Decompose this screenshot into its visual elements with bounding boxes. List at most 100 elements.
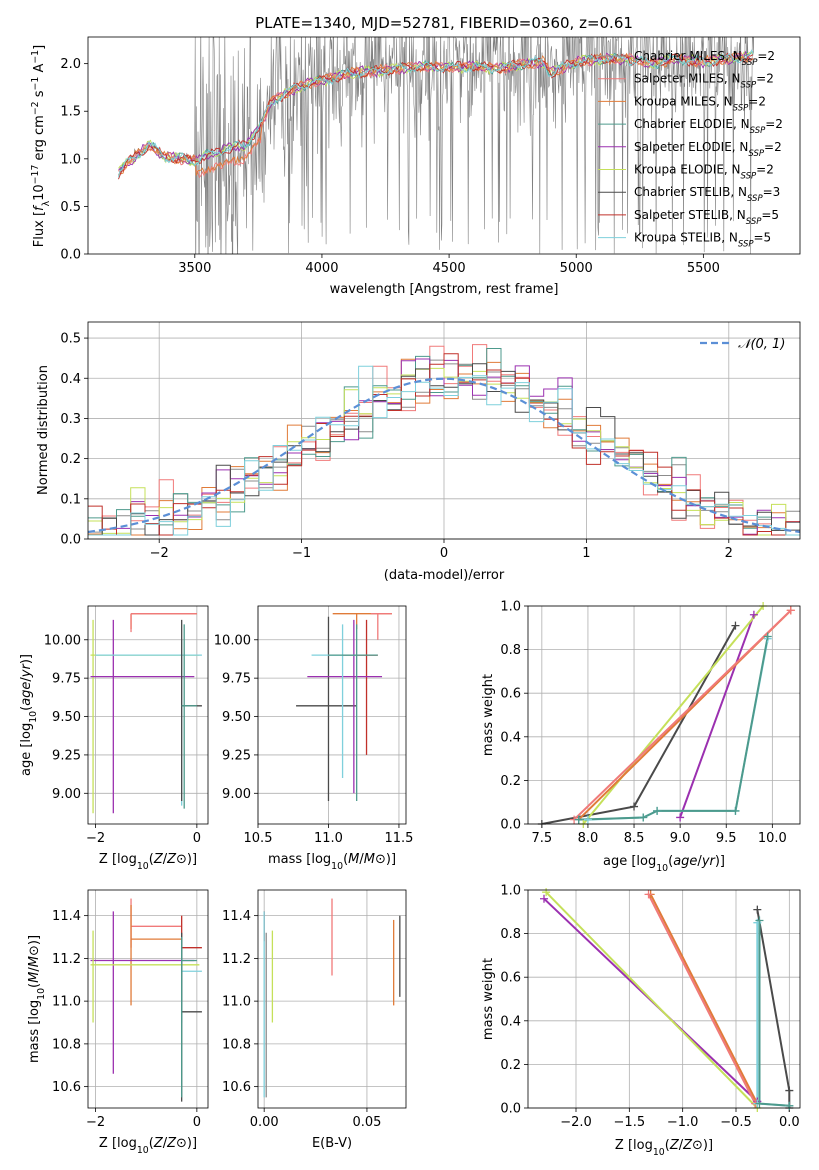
x-axis-label-part: ( <box>665 1138 670 1153</box>
panels: 3500 4000 4500 5000 5500 0.0 0.5 1.0 1.5 2.0 wavel… <box>19 36 801 1158</box>
x-tick-label: 8.0 <box>578 831 599 846</box>
axes-frame <box>257 605 407 825</box>
axes-frame <box>87 889 209 1109</box>
x-axis-label-part: / <box>359 852 364 867</box>
x-axis-label-part: Z <box>153 852 164 867</box>
legend-label: Chabrier MILES, N <box>634 49 742 63</box>
weight-marker-salpeter_elodie <box>540 894 548 903</box>
observed-spectrum-line <box>118 37 754 254</box>
x-axis-label-part: / <box>697 854 702 869</box>
legend-entry-kroupa_stelib: Kroupa STELIB, NSSP=5 <box>634 231 771 250</box>
model-line-salpeter_stelib <box>118 52 754 180</box>
y-tick-label: 0.5 <box>60 332 81 347</box>
y-axis-label: Normed distribution <box>36 365 51 495</box>
weight-line-salpeter_miles <box>647 893 757 1105</box>
y-axis-label-part: / <box>19 677 34 682</box>
y-axis-label-part: age [log <box>19 723 34 776</box>
y-axis-label: mass [log10(M/M⊙)] <box>27 935 47 1063</box>
y-axis-label-part: 10 <box>28 711 39 723</box>
x-axis-label: age [log10(age/yr)] <box>603 854 725 874</box>
x-tick-label: 8.5 <box>624 831 645 846</box>
y-tick-label: 0.0 <box>60 248 81 263</box>
x-axis-label-part: / <box>163 1136 168 1151</box>
y-axis-label-part: ] <box>32 45 47 50</box>
x-tick-label: 4000 <box>305 261 338 276</box>
panel-mass_weight_vs_age: 7.5 8.0 8.5 9.0 9.5 10.0 0.0 0.2 0.4 0.6 0.8 1.0 age… <box>481 600 801 874</box>
y-axis-label-part: mass [log <box>27 1000 42 1063</box>
y-axis-label-part: ( <box>19 706 34 711</box>
y-axis-label-part: 10 <box>32 184 47 201</box>
y-tick-label: 0.0 <box>500 1102 521 1117</box>
y-tick-label: 11.2 <box>222 952 251 967</box>
legend-label: Salpeter STELIB, N <box>634 208 746 222</box>
y-axis-label-part: )] <box>19 654 34 664</box>
panel-mass_vs_ebv: 0.00 0.05 10.6 10.8 11.0 11.2 11.4 E(B-V) <box>222 889 407 1151</box>
y-tick-label: 9.50 <box>222 710 251 725</box>
x-axis-label-part: age [log <box>603 854 656 869</box>
y-tick-label: 0.4 <box>60 372 81 387</box>
x-tick-label: 0 <box>440 546 448 561</box>
axes-frame <box>87 605 209 825</box>
axes-frame <box>87 36 801 255</box>
axes-frame <box>257 889 407 1109</box>
x-tick-label: −2 <box>150 546 169 561</box>
x-axis-label-part: age <box>673 854 697 869</box>
weight-marker-chabrier_stelib <box>753 905 762 914</box>
legend-entry-chabrier_stelib: Chabrier STELIB, NSSP=3 <box>634 185 780 204</box>
x-tick-label: 0 <box>193 831 201 846</box>
weight-marker-salpeter_miles <box>644 890 653 899</box>
y-axis-label-part: ( <box>27 983 42 988</box>
plot-area <box>263 898 401 1098</box>
legend-label: Kroupa STELIB, N <box>634 231 738 245</box>
x-tick-label: 0 <box>193 1115 201 1130</box>
weight-marker-chabrier_elodie <box>653 806 662 815</box>
x-axis-label-part: )] <box>715 854 725 869</box>
weight-marker-chabrier_stelib <box>630 802 639 811</box>
plot-area <box>118 37 754 254</box>
y-axis-label-part: ⊙ <box>27 945 42 956</box>
x-axis-label-part: Z <box>166 1136 177 1151</box>
y-tick-label: 0.2 <box>500 774 521 789</box>
legend-entry-kroupa_miles: Kroupa MILES, NSSP=2 <box>634 94 766 113</box>
x-axis-label-part: 10 <box>331 861 343 872</box>
y-axis-label: age [log10(age/yr)] <box>19 654 39 776</box>
x-axis-label-part: ⊙ <box>692 1138 703 1153</box>
y-axis-label-part: f <box>32 204 47 211</box>
y-tick-label: 10.00 <box>214 633 251 648</box>
y-tick-label: 0.6 <box>500 971 521 986</box>
y-tick-label: 10.6 <box>222 1080 251 1095</box>
x-axis-label-part: Z [log <box>615 1138 653 1153</box>
weight-line-kroupa_elodie <box>582 606 764 824</box>
x-axis-label-part: ( <box>343 852 348 867</box>
x-tick-label: −2 <box>86 831 105 846</box>
x-tick-label: 10.0 <box>758 831 787 846</box>
legend-subscript: SSP <box>741 172 757 182</box>
x-tick-label: −1 <box>292 546 311 561</box>
x-axis-label-part: Z [log <box>99 852 137 867</box>
y-tick-label: 9.25 <box>222 748 251 763</box>
y-tick-label: 0.2 <box>500 1058 521 1073</box>
x-tick-label: 11.0 <box>314 831 343 846</box>
panel-age_vs_mass: 10.5 11.0 11.5 9.00 9.25 9.50 9.75 10.00 mass [l… <box>214 605 413 872</box>
legend-label: Kroupa MILES, N <box>634 94 733 108</box>
y-tick-label: 11.2 <box>52 952 81 967</box>
x-axis-label: (data-model)/error <box>384 568 505 583</box>
weight-marker-chabrier_elodie <box>731 806 740 815</box>
x-axis-label-part: Z <box>669 1138 680 1153</box>
y-tick-label: 0.3 <box>60 412 81 427</box>
legend-nssp: =3 <box>763 185 781 199</box>
y-tick-label: 0.4 <box>500 1014 521 1029</box>
y-axis-label-part: Flux [ <box>32 211 47 247</box>
plot-area <box>88 344 800 536</box>
y-tick-label: 9.50 <box>52 710 81 725</box>
legend-label: Chabrier ELODIE, N <box>634 117 750 131</box>
y-axis-label-part: s <box>32 90 47 101</box>
weight-marker-salpeter_miles <box>786 606 795 615</box>
y-axis-label-part: A <box>32 64 47 77</box>
y-tick-label: 11.4 <box>222 909 251 924</box>
y-axis-label: Flux [fλ10−17 erg cm−2 s−1 A−1] <box>30 45 52 247</box>
x-tick-label: 3500 <box>178 261 211 276</box>
x-tick-label: 0.05 <box>352 1115 381 1130</box>
legend-nssp: =2 <box>748 94 766 108</box>
